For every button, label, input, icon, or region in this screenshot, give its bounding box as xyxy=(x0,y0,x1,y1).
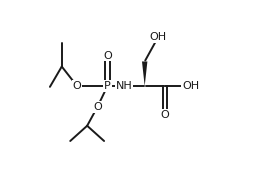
Text: NH: NH xyxy=(116,81,133,91)
Text: OH: OH xyxy=(150,32,167,42)
Text: O: O xyxy=(161,110,169,120)
Text: O: O xyxy=(73,81,81,91)
Text: P: P xyxy=(104,81,111,91)
Text: OH: OH xyxy=(182,81,199,91)
Text: O: O xyxy=(103,51,112,61)
Text: O: O xyxy=(93,102,102,112)
Polygon shape xyxy=(142,61,147,86)
